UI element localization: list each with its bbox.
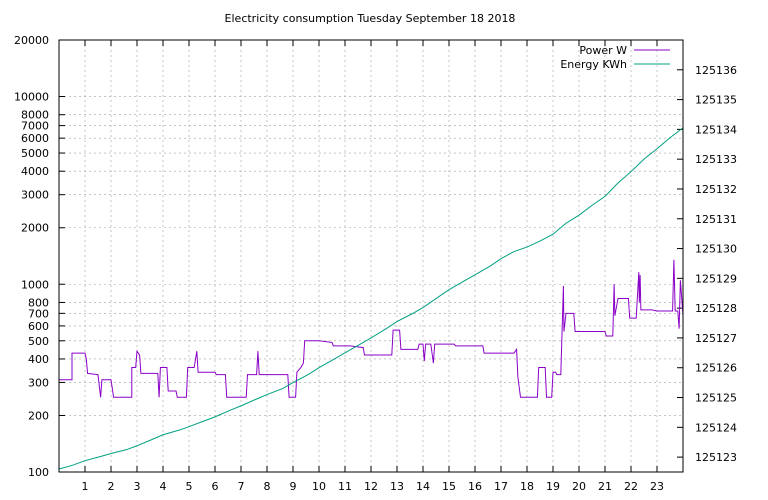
y2-tick-label: 125133 bbox=[695, 153, 737, 166]
y2-tick-label: 125123 bbox=[695, 451, 737, 464]
x-tick-label: 16 bbox=[468, 480, 482, 493]
y2-tick-label: 125130 bbox=[695, 243, 737, 256]
y-tick-label: 600 bbox=[28, 320, 49, 333]
y2-tick-label: 125136 bbox=[695, 64, 737, 77]
y-tick-label: 200 bbox=[28, 409, 49, 422]
x-tick-label: 4 bbox=[160, 480, 167, 493]
y-tick-label: 700 bbox=[28, 307, 49, 320]
x-tick-label: 17 bbox=[494, 480, 508, 493]
x-tick-label: 1 bbox=[82, 480, 89, 493]
y2-tick-label: 125129 bbox=[695, 272, 737, 285]
y2-tick-label: 125128 bbox=[695, 302, 737, 315]
legend: Power W Energy KWh bbox=[560, 44, 670, 71]
x-tick-label: 12 bbox=[364, 480, 378, 493]
y-tick-label: 7000 bbox=[21, 120, 49, 133]
y2-tick-label: 125125 bbox=[695, 392, 737, 405]
y-tick-label: 1000 bbox=[21, 278, 49, 291]
x-tick-label: 5 bbox=[186, 480, 193, 493]
y-tick-label: 6000 bbox=[21, 132, 49, 145]
x-tick-label: 19 bbox=[546, 480, 560, 493]
y2-tick-label: 125124 bbox=[695, 421, 737, 434]
x-tick-label: 15 bbox=[442, 480, 456, 493]
y-tick-label: 400 bbox=[28, 353, 49, 366]
y2-tick-label: 125135 bbox=[695, 94, 737, 107]
y-tick-label: 2000 bbox=[21, 222, 49, 235]
legend-label-power: Power W bbox=[579, 44, 627, 57]
y-tick-label: 5000 bbox=[21, 147, 49, 160]
axes: 1 2 3 4 5 6 7 8 9 10 11 12 13 14 15 16 17 18 19 20 21 22 23100… bbox=[14, 34, 737, 493]
x-tick-label: 2 bbox=[108, 480, 115, 493]
y-tick-label: 500 bbox=[28, 335, 49, 348]
x-tick-label: 14 bbox=[416, 480, 430, 493]
chart-title: Electricity consumption Tuesday Septembe… bbox=[225, 12, 516, 25]
y2-tick-label: 125132 bbox=[695, 183, 737, 196]
x-tick-label: 11 bbox=[338, 480, 352, 493]
y-tick-label: 20000 bbox=[14, 34, 49, 47]
x-tick-label: 9 bbox=[290, 480, 297, 493]
y2-tick-label: 125131 bbox=[695, 213, 737, 226]
grid bbox=[59, 39, 683, 473]
y-tick-label: 100 bbox=[28, 466, 49, 479]
y-tick-label: 300 bbox=[28, 376, 49, 389]
series-layer bbox=[58, 127, 684, 470]
x-tick-label: 10 bbox=[312, 480, 326, 493]
x-tick-label: 8 bbox=[264, 480, 271, 493]
x-tick-label: 7 bbox=[238, 480, 245, 493]
x-tick-label: 22 bbox=[624, 480, 638, 493]
legend-label-energy: Energy KWh bbox=[560, 58, 627, 71]
x-tick-label: 6 bbox=[212, 480, 219, 493]
series-line-energy-kwh bbox=[58, 127, 684, 470]
plot-frame bbox=[58, 39, 684, 473]
y-tick-label: 800 bbox=[28, 296, 49, 309]
y-tick-label: 10000 bbox=[14, 91, 49, 104]
x-tick-label: 18 bbox=[520, 480, 534, 493]
x-tick-label: 23 bbox=[650, 480, 664, 493]
y-tick-label: 3000 bbox=[21, 189, 49, 202]
x-tick-label: 20 bbox=[572, 480, 586, 493]
y-tick-label: 4000 bbox=[21, 165, 49, 178]
y2-tick-label: 125134 bbox=[695, 123, 737, 136]
x-tick-label: 3 bbox=[134, 480, 141, 493]
x-tick-label: 21 bbox=[598, 480, 612, 493]
y2-tick-label: 125126 bbox=[695, 362, 737, 375]
y-tick-label: 8000 bbox=[21, 109, 49, 122]
y2-tick-label: 125127 bbox=[695, 332, 737, 345]
series-line-power-w bbox=[59, 259, 684, 398]
x-tick-label: 13 bbox=[390, 480, 404, 493]
